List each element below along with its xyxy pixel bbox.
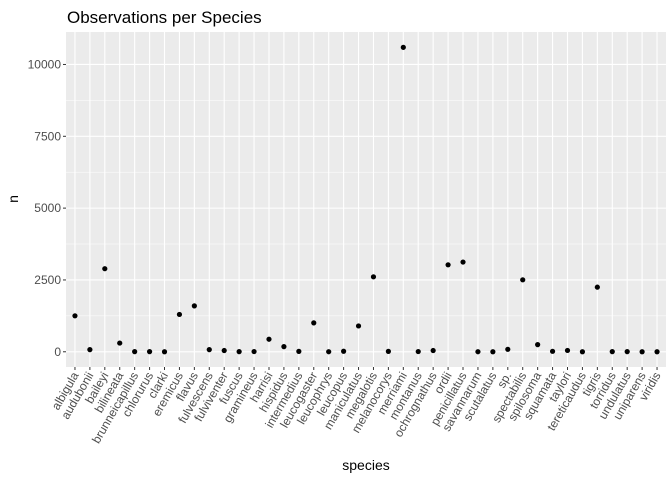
data-point — [654, 349, 660, 355]
grid-lines — [66, 32, 666, 367]
data-point — [355, 323, 362, 329]
data-point — [132, 349, 138, 355]
y-tick-label: 2500 — [34, 273, 61, 287]
data-point — [146, 349, 153, 355]
y-tick-label: 5000 — [34, 201, 61, 215]
data-point — [311, 320, 317, 326]
x-axis: albigulaauduboniibaileyibilineatabrunnei… — [49, 367, 664, 446]
data-point — [609, 349, 615, 355]
data-point — [72, 313, 78, 319]
data-point — [341, 348, 347, 354]
data-point — [176, 311, 183, 318]
data-point — [490, 349, 496, 355]
data-point — [296, 348, 302, 354]
y-axis: 0 2500 5000 7500 10000 — [28, 57, 66, 359]
data-point — [117, 340, 123, 346]
y-tick-label: 7500 — [34, 129, 61, 143]
data-points — [72, 44, 660, 355]
data-point — [520, 277, 526, 283]
data-point — [400, 44, 406, 50]
data-point — [326, 349, 332, 355]
data-point — [161, 349, 168, 355]
data-point — [505, 346, 511, 352]
data-point — [370, 274, 377, 280]
data-point — [549, 348, 556, 354]
data-point — [102, 266, 108, 272]
data-point — [624, 349, 630, 355]
data-point — [475, 349, 481, 355]
data-point — [236, 349, 242, 355]
data-point — [430, 347, 436, 354]
data-point — [281, 344, 287, 350]
data-point — [445, 262, 451, 268]
chart-title: Observations per Species — [67, 8, 262, 27]
data-point — [206, 347, 212, 353]
data-point — [385, 348, 391, 354]
data-point — [460, 259, 466, 265]
data-point — [594, 284, 600, 290]
data-point — [564, 347, 571, 354]
data-point — [266, 336, 272, 342]
data-point — [535, 342, 541, 348]
y-tick-label: 10000 — [28, 57, 62, 71]
data-point — [191, 303, 197, 309]
plot-panel — [66, 32, 666, 367]
data-point — [579, 349, 586, 355]
x-tick-label: sp. — [494, 370, 514, 391]
data-point — [87, 347, 93, 353]
data-point — [639, 349, 645, 355]
y-axis-title: n — [5, 195, 21, 203]
x-axis-title: species — [342, 457, 389, 473]
y-tick-label: 0 — [54, 345, 61, 359]
data-point — [221, 347, 227, 354]
data-point — [251, 348, 257, 355]
data-point — [415, 348, 421, 355]
